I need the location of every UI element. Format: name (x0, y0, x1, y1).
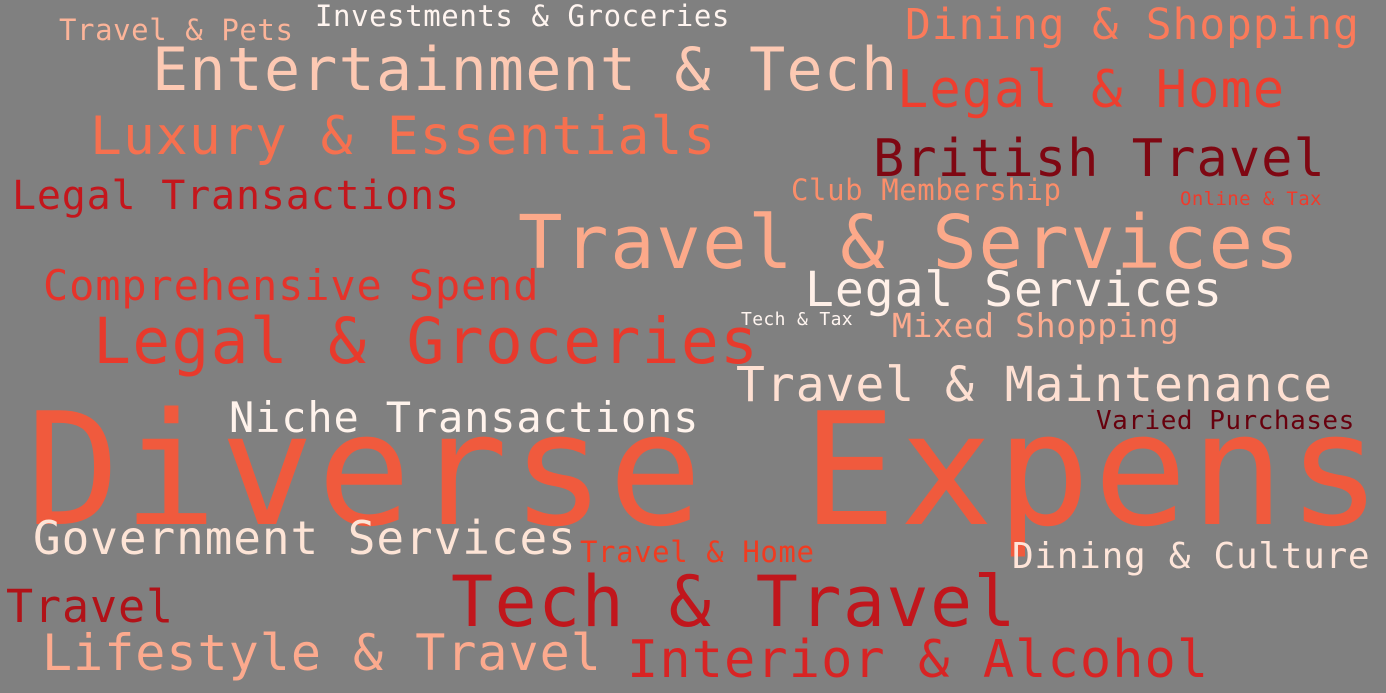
word-diverse-expenses: Diverse Expenses (26, 379, 1386, 561)
word-travel-and-services: Travel & Services (518, 200, 1301, 286)
word-legal-transactions: Legal Transactions (12, 173, 460, 219)
word-british-travel: British Travel (873, 129, 1326, 189)
word-club-membership: Club Membership (791, 173, 1062, 207)
word-varied-purchases: Varied Purchases (1096, 406, 1355, 436)
word-legal-and-groceries: Legal & Groceries (93, 305, 760, 378)
word-travel-and-pets: Travel & Pets (59, 13, 294, 47)
word-legal-and-home: Legal & Home (897, 60, 1286, 120)
word-government-services: Government Services (33, 511, 577, 565)
word-interior-and-alcohol: Interior & Alcohol (627, 630, 1210, 690)
word-dining-and-culture: Dining & Culture (1012, 536, 1371, 577)
word-travel-and-maintenance: Travel & Maintenance (736, 357, 1334, 413)
word-niche-transactions: Niche Transactions (229, 393, 700, 442)
word-travel-and-home: Travel & Home (580, 535, 815, 569)
word-online-and-tax: Online & Tax (1180, 188, 1322, 210)
word-dining-and-shopping: Dining & Shopping (905, 0, 1360, 50)
word-tech-and-travel: Tech & Travel (451, 561, 1018, 643)
word-comprehensive-spend: Comprehensive Spend (43, 261, 540, 310)
word-tech-and-tax: Tech & Tax (741, 309, 853, 330)
word-lifestyle-and-travel: Lifestyle & Travel (42, 624, 602, 682)
word-legal-services: Legal Services (805, 262, 1224, 318)
word-mixed-shopping: Mixed Shopping (892, 306, 1180, 345)
word-investments-and-groceries: Investments & Groceries (315, 0, 730, 33)
word-luxury-and-essentials: Luxury & Essentials (90, 106, 717, 167)
word-travel: Travel (6, 580, 174, 633)
word-entertainment-and-tech: Entertainment & Tech (152, 35, 899, 105)
